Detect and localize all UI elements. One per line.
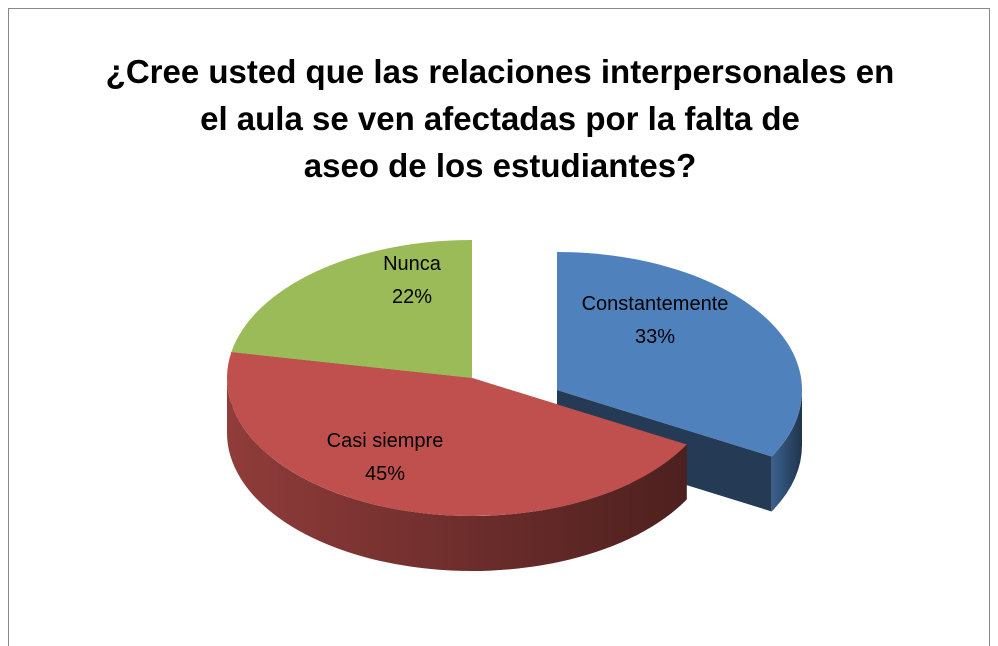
slice-label: Casi siempre xyxy=(327,430,444,452)
chart-border xyxy=(8,8,990,646)
slice xyxy=(227,352,687,516)
slice-side xyxy=(227,378,687,571)
slice-label: Nunca xyxy=(383,253,442,275)
slice xyxy=(231,240,472,378)
slice-side xyxy=(771,390,802,512)
chart-title: ¿Cree usted que las relaciones interpers… xyxy=(106,53,895,184)
slice-value-label: 45% xyxy=(365,463,405,485)
slice xyxy=(557,252,802,457)
slice-label: Constantemente xyxy=(582,293,729,315)
slice-tops xyxy=(227,240,802,516)
slice-value-label: 33% xyxy=(635,326,675,348)
slice-value-label: 22% xyxy=(392,286,432,308)
